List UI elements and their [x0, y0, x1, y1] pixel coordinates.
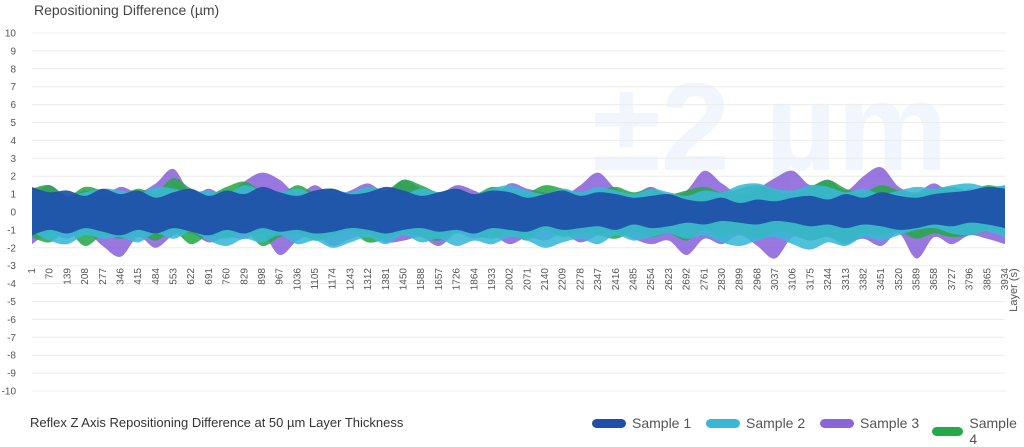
y-tick-label: -6 [7, 315, 16, 326]
x-tick-label: 1036 [292, 268, 303, 291]
x-tick-label: 3037 [770, 268, 781, 291]
x-tick-label: 3382 [858, 268, 869, 291]
x-tick-label: 2968 [752, 268, 763, 291]
y-axis-title: Repositioning Difference (µm) [34, 2, 220, 18]
x-tick-label: 3589 [912, 268, 923, 291]
x-tick-label: 760 [222, 268, 233, 285]
chart-title: Reflex Z Axis Repositioning Difference a… [30, 415, 404, 430]
x-tick-label: 553 [169, 268, 180, 285]
y-tick-label: -1 [7, 225, 16, 236]
x-tick-label: 3106 [788, 268, 799, 291]
series-layer [32, 167, 1005, 259]
x-tick-label: 2140 [540, 268, 551, 291]
x-tick-label: 2830 [717, 268, 728, 291]
y-tick-label: 1 [10, 190, 16, 201]
x-tick-label: 277 [98, 268, 109, 285]
legend-item[interactable]: Sample 1 [592, 415, 691, 431]
x-tick-label: 3313 [841, 268, 852, 291]
y-tick-label: 7 [10, 82, 16, 93]
legend-item[interactable]: Sample 3 [820, 415, 919, 431]
x-tick-label: 2554 [646, 268, 657, 291]
legend-swatch [820, 418, 854, 428]
legend-swatch [932, 426, 964, 436]
x-tick-label: 1864 [469, 268, 480, 291]
x-tick-label: 2002 [505, 268, 516, 291]
x-tick-label: 967 [275, 268, 286, 285]
x-tick-label: 2692 [682, 268, 693, 291]
legend-label: Sample 1 [632, 415, 692, 431]
watermark-text: ±2 µm [592, 58, 948, 197]
legend-label: Sample 2 [746, 415, 806, 431]
x-tick-label: 2623 [664, 268, 675, 291]
x-tick-label: 2278 [575, 268, 586, 291]
x-tick-label: 1726 [452, 268, 463, 291]
y-tick-label: -9 [7, 369, 16, 380]
x-tick-label: 1 [27, 268, 38, 274]
x-tick-label: 3658 [929, 268, 940, 291]
x-tick-label: 1174 [328, 268, 339, 290]
x-tick-label: 208 [80, 268, 91, 285]
x-tick-label: 1933 [487, 268, 498, 291]
legend-item[interactable]: Sample 4 [932, 415, 1024, 447]
x-tick-label: 3865 [982, 268, 993, 291]
y-tick-label: -10 [2, 387, 17, 398]
y-tick-label: 10 [5, 29, 17, 40]
x-tick-label: 3934 [1000, 268, 1011, 291]
x-tick-label: 1381 [381, 268, 392, 291]
x-tick-label: 1588 [416, 268, 427, 291]
x-tick-label: 3727 [947, 268, 958, 291]
y-tick-label: 0 [10, 208, 16, 219]
series-area-sample-1 [32, 186, 1005, 236]
x-tick-label: 898 [257, 268, 268, 285]
x-tick-label: 415 [133, 268, 144, 285]
legend-label: Sample 3 [860, 415, 920, 431]
x-tick-label: 3244 [823, 268, 834, 291]
x-tick-label: 829 [239, 268, 250, 285]
y-tick-label: -5 [7, 297, 16, 308]
x-tick-label: 1105 [310, 268, 321, 290]
y-tick-label: 2 [10, 172, 16, 183]
y-tick-label: 5 [10, 118, 16, 129]
y-tick-label: -7 [7, 333, 16, 344]
x-tick-label: 2347 [593, 268, 604, 291]
y-tick-label: 4 [10, 136, 16, 147]
x-tick-label: 3451 [876, 268, 887, 291]
x-tick-label: 139 [62, 268, 73, 285]
x-tick-label: 346 [115, 268, 126, 285]
chart-area: ±2 µm 109876543210-1-2-3-4-5-6-7-8-9-10 … [2, 29, 1020, 398]
y-tick-label: -3 [7, 261, 16, 272]
x-tick-label: 3796 [965, 268, 976, 291]
y-tick-label: 3 [10, 154, 16, 165]
x-tick-label: 3520 [894, 268, 905, 291]
legend-swatch [592, 418, 626, 428]
y-tick-label: 6 [10, 100, 16, 111]
x-axis-ticks: 1 70 139 208 277 346 415 484 553 622 691 760 829 898 9… [27, 268, 1011, 291]
x-tick-label: 2209 [558, 268, 569, 291]
y-tick-label: 9 [10, 46, 16, 57]
x-tick-label: 3175 [805, 268, 816, 291]
x-axis-title: Layer (s) [1008, 268, 1020, 311]
x-tick-label: 2899 [735, 268, 746, 291]
x-tick-label: 691 [204, 268, 215, 285]
x-tick-label: 2071 [522, 268, 533, 291]
x-tick-label: 1450 [399, 268, 410, 291]
x-tick-label: 2761 [699, 268, 710, 291]
y-tick-label: -2 [7, 243, 16, 254]
legend-item[interactable]: Sample 2 [706, 415, 805, 431]
y-tick-label: -4 [7, 279, 16, 290]
x-tick-label: 70 [45, 268, 56, 280]
x-tick-label: 1657 [434, 268, 445, 291]
x-tick-label: 2485 [628, 268, 639, 291]
legend-label: Sample 4 [969, 415, 1017, 447]
x-tick-label: 1312 [363, 268, 374, 291]
x-tick-label: 2416 [611, 268, 622, 291]
x-tick-label: 484 [151, 268, 162, 285]
x-tick-label: 622 [186, 268, 197, 285]
x-tick-label: 1243 [345, 268, 356, 291]
legend-swatch [706, 418, 740, 428]
y-tick-label: -8 [7, 351, 16, 362]
y-tick-label: 8 [10, 64, 16, 75]
